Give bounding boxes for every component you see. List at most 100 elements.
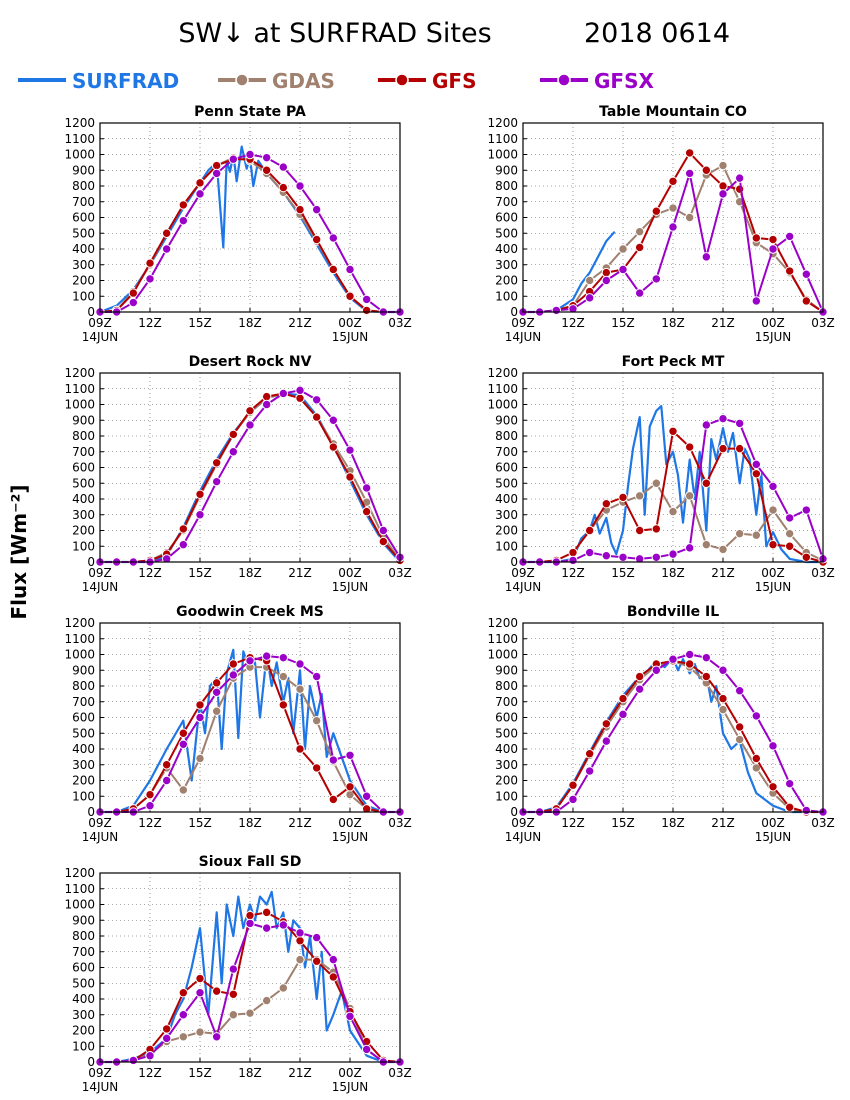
- data-point: [768, 505, 778, 515]
- y-tick-label: 800: [72, 929, 95, 943]
- y-tick-label: 100: [72, 539, 95, 553]
- data-point: [751, 469, 762, 479]
- data-point: [768, 244, 778, 254]
- y-axis-label: Flux [Wm⁻²]: [7, 484, 31, 619]
- legend-marker: [557, 73, 571, 87]
- data-point: [211, 687, 222, 697]
- data-point: [361, 294, 372, 305]
- data-point: [161, 775, 172, 786]
- data-point: [634, 491, 645, 501]
- data-point: [718, 160, 728, 171]
- data-point: [128, 288, 139, 298]
- data-point: [651, 665, 662, 675]
- x-tick-label: 00Z: [761, 816, 785, 830]
- x-tick-label: 09Z: [88, 816, 112, 830]
- y-tick-label: 500: [72, 476, 95, 490]
- data-point: [718, 544, 728, 555]
- data-point: [195, 1027, 205, 1037]
- panel-penn-state-pa: Penn State PA010020030040050060070080090…: [64, 104, 411, 344]
- data-point: [228, 1010, 239, 1020]
- legend-label: GFSX: [594, 69, 654, 93]
- series-surfrad: [100, 890, 400, 1064]
- x-date-label: 15JUN: [755, 330, 792, 344]
- x-tick-label: 18Z: [238, 816, 262, 830]
- data-point: [801, 552, 812, 562]
- y-tick-label: 1000: [487, 648, 518, 662]
- data-point: [295, 744, 305, 754]
- x-tick-label: 21Z: [288, 1066, 312, 1080]
- data-point: [295, 393, 305, 403]
- y-tick-label: 300: [495, 758, 518, 772]
- y-tick-label: 0: [510, 805, 518, 819]
- x-tick-label: 12Z: [138, 1066, 162, 1080]
- grid: [523, 623, 823, 812]
- data-point: [684, 649, 695, 660]
- data-point: [651, 552, 662, 562]
- y-tick-label: 500: [495, 476, 518, 490]
- y-tick-label: 200: [72, 274, 95, 288]
- data-point: [195, 712, 205, 723]
- x-tick-label: 18Z: [238, 1066, 262, 1080]
- data-point: [651, 274, 662, 284]
- legend-label: GDAS: [272, 69, 335, 93]
- x-date-label: 14JUN: [505, 830, 542, 844]
- data-point: [178, 728, 189, 738]
- x-tick-label: 12Z: [138, 316, 162, 330]
- x-tick-label: 15Z: [188, 1066, 212, 1080]
- data-point: [634, 288, 645, 298]
- data-point: [634, 684, 645, 694]
- data-point: [145, 801, 155, 811]
- data-point: [701, 478, 712, 488]
- y-tick-label: 0: [87, 555, 95, 569]
- data-point: [228, 659, 239, 669]
- data-point: [328, 233, 339, 243]
- y-tick-label: 400: [72, 992, 95, 1006]
- y-tick-label: 1000: [64, 648, 95, 662]
- data-point: [345, 1011, 355, 1022]
- y-tick-label: 0: [87, 305, 95, 319]
- x-tick-label: 15Z: [611, 816, 635, 830]
- data-point: [211, 160, 222, 171]
- data-point: [328, 755, 339, 765]
- data-point: [161, 228, 172, 238]
- x-tick-label: 09Z: [511, 316, 535, 330]
- data-point: [361, 791, 372, 801]
- y-tick-label: 600: [495, 461, 518, 475]
- data-point: [128, 297, 139, 308]
- data-point: [295, 385, 305, 396]
- data-point: [701, 252, 712, 262]
- y-tick-label: 200: [72, 774, 95, 788]
- data-point: [261, 165, 272, 175]
- data-point: [684, 212, 695, 223]
- data-point: [784, 513, 795, 523]
- data-point: [768, 782, 778, 792]
- data-point: [228, 670, 239, 680]
- data-point: [145, 258, 155, 268]
- data-point: [634, 226, 645, 237]
- panel-table-mountain-co: Table Mountain CO01002003004005006007008…: [487, 104, 834, 344]
- panel-title: Table Mountain CO: [599, 104, 747, 120]
- data-point: [684, 148, 695, 158]
- y-tick-label: 1200: [64, 116, 95, 130]
- data-point: [584, 275, 595, 286]
- panel-sioux-fall-sd: Sioux Fall SD010020030040050060070080090…: [64, 854, 411, 1094]
- x-tick-label: 09Z: [88, 1066, 112, 1080]
- plot-frame: [99, 122, 401, 313]
- data-point: [684, 543, 695, 553]
- x-date-label: 15JUN: [332, 1080, 369, 1094]
- data-point: [195, 700, 205, 710]
- data-point: [195, 973, 205, 984]
- plot-frame: [99, 622, 401, 813]
- data-point: [211, 168, 222, 179]
- y-tick-label: 1100: [64, 132, 95, 146]
- panel-title: Bondville IL: [627, 604, 719, 620]
- y-tick-label: 400: [72, 242, 95, 256]
- legend-label: GFS: [432, 69, 476, 93]
- y-tick-label: 400: [495, 742, 518, 756]
- x-tick-label: 03Z: [811, 566, 835, 580]
- data-point: [601, 551, 612, 561]
- data-point: [245, 420, 255, 430]
- x-date-label: 14JUN: [82, 330, 119, 344]
- x-tick-label: 18Z: [661, 566, 685, 580]
- data-point: [361, 804, 372, 814]
